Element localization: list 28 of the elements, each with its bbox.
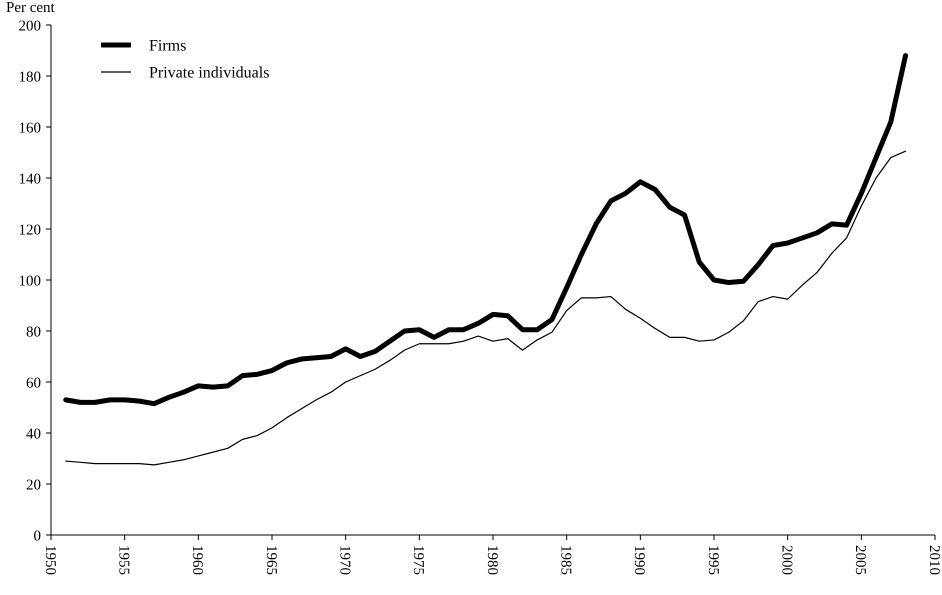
y-tick-label: 0 (34, 528, 41, 544)
x-tick-label: 1960 (189, 545, 206, 575)
x-tick-label: 1950 (42, 545, 58, 575)
y-tick-label: 20 (26, 477, 41, 494)
y-tick-label: 60 (26, 375, 41, 392)
y-axis-title: Per cent (6, 0, 56, 16)
y-tick-label: 200 (18, 18, 41, 34)
x-tick-label: 1995 (704, 545, 721, 575)
legend-label: Private individuals (149, 64, 270, 82)
y-tick-label: 180 (18, 69, 41, 86)
line-series (65, 150, 906, 466)
x-tick-label: 2005 (852, 545, 868, 575)
x-tick-label: 1970 (336, 545, 352, 575)
x-tick-label: 1980 (484, 545, 500, 575)
legend-label: Firms (149, 38, 186, 55)
x-tick-label: 2010 (926, 545, 942, 575)
y-tick-label: 120 (18, 222, 41, 238)
x-tick-label: 1965 (262, 545, 279, 575)
y-tick-label: 80 (26, 324, 41, 340)
x-tick-label: 1990 (631, 545, 648, 575)
y-tick-label: 140 (18, 171, 41, 188)
y-tick-label: 160 (18, 120, 41, 136)
y-tick-label: 100 (18, 273, 41, 290)
y-tick-label: 40 (26, 426, 41, 442)
x-tick-label: 1985 (557, 545, 574, 575)
x-tick-label: 1955 (115, 545, 132, 575)
x-tick-label: 1975 (410, 545, 426, 575)
x-tick-label: 2000 (778, 545, 794, 575)
